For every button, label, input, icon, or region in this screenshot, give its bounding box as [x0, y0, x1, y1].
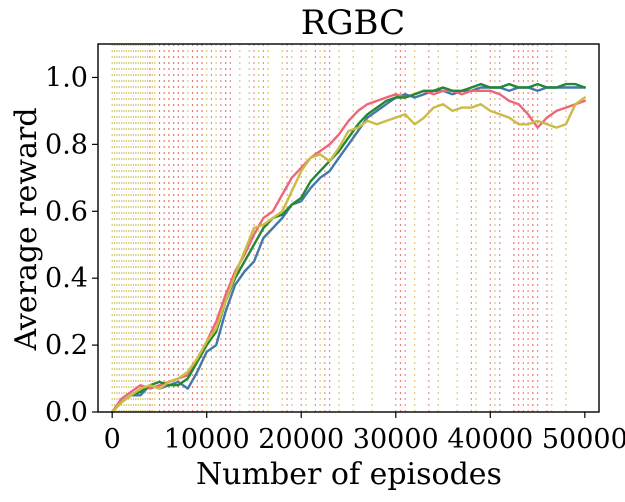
y-tick-label-2: 0.4: [45, 263, 88, 294]
series-line-3: [110, 96, 586, 414]
x-tick-label-5: 50000: [542, 424, 625, 455]
y-axis-ticks: 0.0 0.2 0.4 0.6 0.8 1.0: [45, 62, 98, 428]
x-tick-label-3: 30000: [353, 424, 439, 455]
series-line-1: [110, 89, 586, 414]
x-tick-label-4: 40000: [447, 424, 533, 455]
chart-title: RGBC: [301, 3, 405, 43]
series-lines: [110, 82, 586, 414]
x-tick-label-0: 0: [104, 424, 121, 455]
y-tick-label-1: 0.2: [45, 330, 88, 361]
x-tick-label-2: 20000: [258, 424, 344, 455]
y-tick-label-0: 0.0: [45, 397, 88, 428]
vertical-markers: [111, 44, 567, 412]
x-tick-label-1: 10000: [164, 424, 250, 455]
x-axis-label: Number of episodes: [196, 457, 502, 492]
y-tick-label-4: 0.8: [45, 129, 88, 160]
y-tick-label-3: 0.6: [45, 196, 88, 227]
y-tick-label-5: 1.0: [45, 62, 88, 93]
series-line-2: [110, 82, 586, 414]
x-axis-ticks: 0 10000 20000 30000 40000 50000: [104, 412, 625, 455]
y-axis-label: Average reward: [9, 107, 44, 351]
series-line-0: [110, 86, 586, 414]
plot-frame: [97, 43, 600, 413]
